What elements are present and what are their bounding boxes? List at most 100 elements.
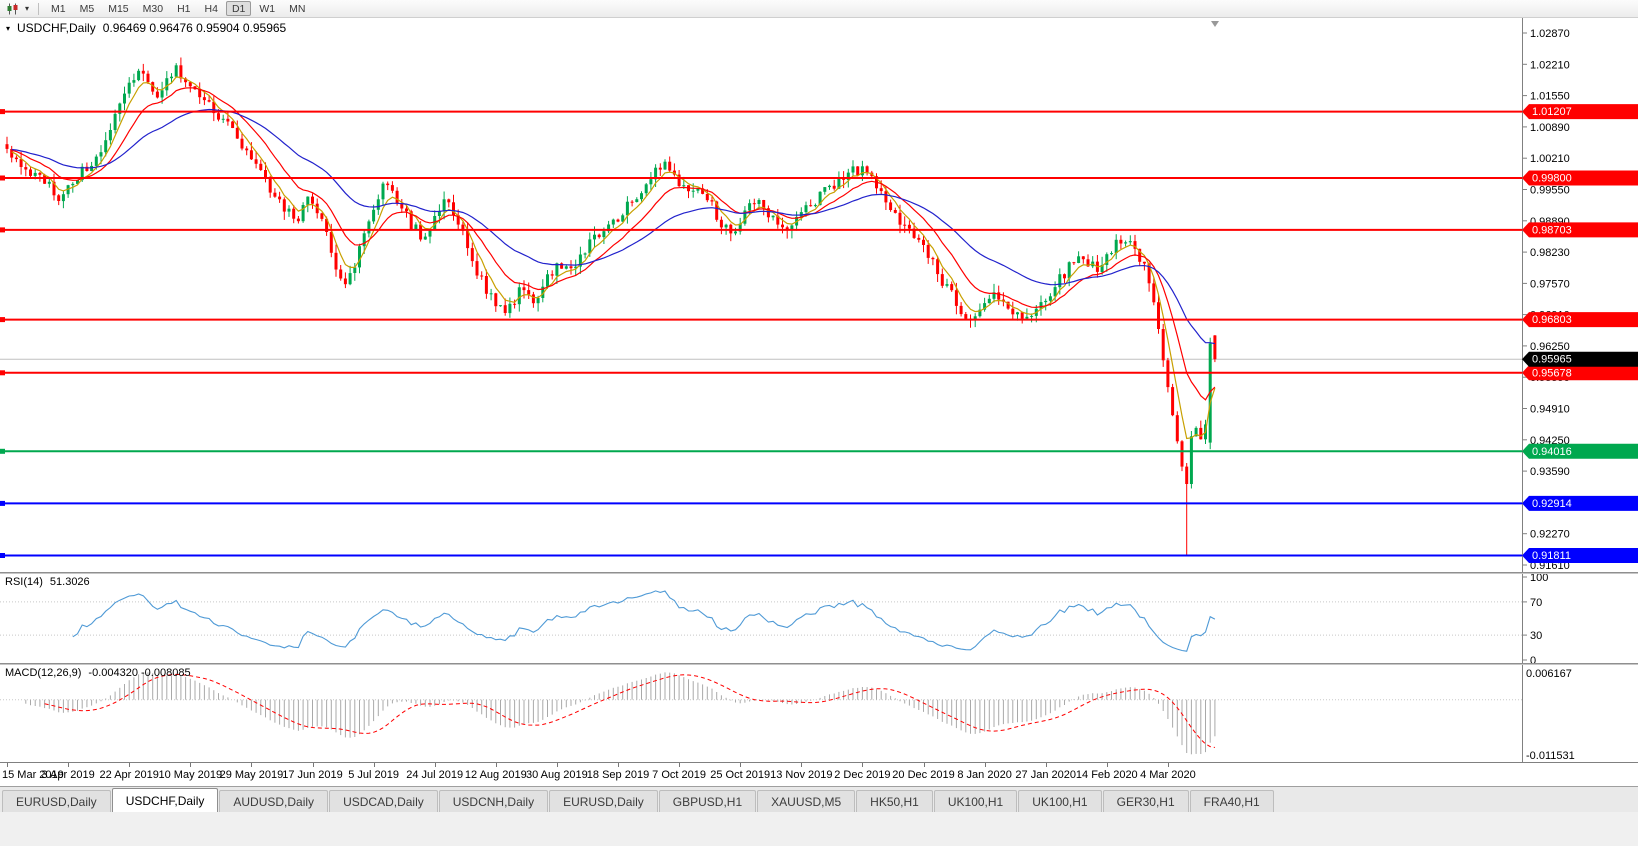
- svg-text:0.96803: 0.96803: [1532, 314, 1572, 326]
- price-chart-panel[interactable]: 1.02870 1.02210 1.01550 1.00890 1.00210 0.995…: [0, 18, 1638, 572]
- date-tick: [618, 763, 619, 767]
- time-axis[interactable]: 15 Mar 2019 3 Apr 2019 22 Apr 2019 10 May 2…: [0, 762, 1638, 786]
- price-axis-label: 0.97570: [1530, 278, 1570, 290]
- date-tick: [251, 763, 253, 767]
- chart-tab-usdcad-daily[interactable]: USDCAD,Daily: [329, 790, 438, 812]
- bottom-filler: [0, 812, 1638, 846]
- macd-histogram: [25, 672, 1216, 755]
- horizontal-line-0.91811[interactable]: [0, 553, 1522, 558]
- date-axis-label: 10 May 2019: [158, 769, 223, 781]
- chart-tab-audusd-daily[interactable]: AUDUSD,Daily: [219, 790, 329, 812]
- chart-tab-usdchf-daily[interactable]: USDCHF,Daily: [111, 788, 219, 812]
- timeframe-button-m1[interactable]: M1: [51, 3, 66, 15]
- horizontal-line-0.99800[interactable]: [0, 175, 1522, 181]
- chart-tab-gbpusd-h1[interactable]: GBPUSD,H1: [658, 790, 757, 812]
- line-left-handle: [0, 448, 5, 454]
- date-tick: [923, 763, 925, 767]
- horizontal-line-1.01207[interactable]: [0, 109, 1522, 115]
- line-left-handle: [0, 175, 5, 181]
- rsi-label: RSI(14) 51.3026: [5, 576, 90, 588]
- chart-symbol: USDCHF,Daily: [17, 21, 96, 35]
- date-tick: [373, 763, 375, 767]
- horizontal-line-0.98703[interactable]: [0, 227, 1522, 233]
- chart-shift-marker: [1211, 21, 1219, 27]
- timeframe-button-d1[interactable]: D1: [225, 1, 252, 16]
- horizontal-line-0.96803[interactable]: [0, 317, 1522, 323]
- date-axis-label: 25 Oct 2019: [710, 769, 771, 781]
- chart-tab-fra40-h1[interactable]: FRA40,H1: [1189, 790, 1274, 812]
- macd-panel[interactable]: 0.006167 -0.011531 MACD(12,26,9) -0.00432…: [0, 665, 1638, 762]
- chart-tab-xauusd-m5[interactable]: XAUUSD,M5: [757, 790, 856, 812]
- timeframe-button-h1[interactable]: H1: [177, 3, 191, 15]
- date-axis-label: 8 Jan 2020: [957, 769, 1012, 781]
- chart-tab-usdcnh-daily[interactable]: USDCNH,Daily: [438, 790, 549, 812]
- price-axis-label: 1.00210: [1530, 153, 1570, 165]
- price-tag: 0.92914: [1522, 495, 1638, 511]
- chart-title: ▾ USDCHF,Daily 0.96469 0.96476 0.95904 0…: [6, 21, 286, 35]
- macd-signal-line: [44, 673, 1215, 748]
- date-tick: [862, 763, 864, 767]
- timeframe-button-m15[interactable]: M15: [108, 3, 129, 15]
- date-tick: [190, 763, 192, 767]
- rsi-indicator-name: RSI(14): [5, 576, 43, 588]
- panel-separator[interactable]: [0, 663, 1638, 665]
- date-tick: [556, 763, 558, 767]
- chart-tab-bar: EURUSD,Daily USDCHF,Daily AUDUSD,Daily USDC…: [0, 786, 1638, 812]
- panel-separator[interactable]: [0, 572, 1638, 574]
- chart-ohlc-values: 0.96469 0.96476 0.95904 0.95965: [102, 21, 287, 35]
- date-tick: [129, 763, 131, 767]
- chart-tab-eurusd-daily[interactable]: EURUSD,Daily: [549, 790, 658, 812]
- price-axis-label: 1.02210: [1530, 59, 1570, 71]
- price-axis-label: 0.99550: [1530, 185, 1570, 197]
- macd-indicator-name: MACD(12,26,9): [5, 667, 82, 679]
- horizontal-line-0.94016[interactable]: [0, 448, 1522, 454]
- horizontal-line-0.95678[interactable]: [0, 370, 1522, 376]
- date-axis-label: 4 Mar 2020: [1140, 769, 1196, 781]
- rsi-panel[interactable]: 100 70 30 0 RSI(14) 51.3026: [0, 574, 1638, 663]
- timeframe-button-mn[interactable]: MN: [289, 3, 306, 15]
- rsi-axis-label: 70: [1530, 597, 1542, 609]
- chart-type-dropdown-caret-icon[interactable]: ▾: [25, 3, 30, 13]
- moving-average-13: [11, 87, 1216, 401]
- svg-text:0.95965: 0.95965: [1532, 354, 1572, 366]
- price-tag: 0.96803: [1522, 312, 1638, 328]
- chart-tab-uk100-h1[interactable]: UK100,H1: [1018, 790, 1102, 812]
- line-left-handle: [0, 553, 5, 558]
- timeframe-button-m5[interactable]: M5: [79, 3, 95, 15]
- date-axis-label: 5 Jul 2019: [348, 769, 399, 781]
- date-tick: [495, 763, 497, 767]
- price-tag: 0.95678: [1522, 365, 1638, 381]
- svg-text:0.94016: 0.94016: [1532, 446, 1572, 458]
- symbol-menu-icon[interactable]: ▾: [6, 23, 11, 33]
- date-tick: [801, 763, 803, 767]
- date-axis-label: 24 Jul 2019: [406, 769, 464, 781]
- horizontal-line-0.92914[interactable]: [0, 500, 1522, 506]
- price-tag: 0.94016: [1522, 443, 1638, 459]
- rsi-indicator-value: 51.3026: [49, 576, 90, 588]
- chart-tab-uk100-h1[interactable]: UK100,H1: [933, 790, 1018, 812]
- macd-axis-min-label: -0.011531: [1526, 750, 1575, 762]
- macd-canvas: 0.006167 -0.011531: [0, 665, 1575, 762]
- price-tag: 1.01207: [1522, 104, 1638, 120]
- price-tag: 0.98703: [1522, 222, 1638, 238]
- price-axis-label: 0.96250: [1530, 341, 1570, 353]
- date-tick: [679, 763, 681, 767]
- timeframe-button-h4[interactable]: H4: [204, 3, 218, 15]
- timeframe-button-w1[interactable]: W1: [259, 3, 276, 15]
- timeframe-button-m30[interactable]: M30: [142, 3, 164, 15]
- date-axis-label: 30 Aug 2019: [525, 769, 588, 781]
- macd-axis-max-label: 0.006167: [1526, 668, 1572, 680]
- chart-tab-ger30-h1[interactable]: GER30,H1: [1102, 790, 1189, 812]
- date-axis-label: 3 Apr 2019: [41, 769, 95, 781]
- price-chart-canvas[interactable]: 1.02870 1.02210 1.01550 1.00890 1.00210 0.995…: [0, 18, 1638, 572]
- macd-label: MACD(12,26,9) -0.004320 -0.008085: [5, 667, 191, 679]
- date-axis-label: 17 Jun 2019: [282, 769, 343, 781]
- price-tag: 0.95965: [1522, 351, 1638, 367]
- chart-tab-hk50-h1[interactable]: HK50,H1: [856, 790, 933, 812]
- date-axis-label: 13 Nov 2019: [770, 769, 833, 781]
- rsi-line: [72, 590, 1216, 652]
- date-axis-label: 18 Sep 2019: [586, 769, 650, 781]
- chart-tab-eurusd-daily[interactable]: EURUSD,Daily: [2, 790, 111, 812]
- candlestick-chart-icon[interactable]: [4, 2, 21, 16]
